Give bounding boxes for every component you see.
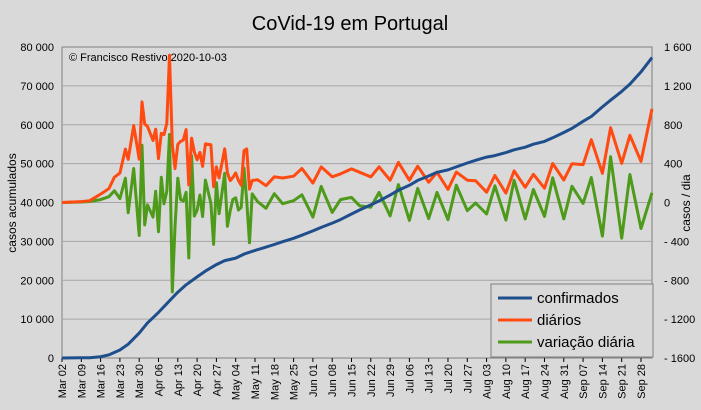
- x-tick-label: Jun 29: [385, 364, 397, 397]
- left-tick-label: 10 000: [20, 314, 54, 326]
- x-tick-label: Jun 08: [327, 364, 339, 397]
- right-tick-label: - 800: [664, 275, 689, 287]
- x-tick-label: Aug 10: [501, 364, 513, 399]
- right-axis-label: casos / dia: [679, 174, 693, 232]
- x-tick-label: Aug 17: [520, 364, 532, 399]
- left-tick-label: 60 000: [20, 120, 54, 132]
- x-tick-label: Apr 27: [211, 364, 223, 396]
- x-tick-label: Jul 13: [424, 364, 436, 393]
- left-tick-label: 30 000: [20, 236, 54, 248]
- left-axis-ticks: 0 10 000 20 000 30 000 40 000 50 000 60 000 70 …: [20, 42, 54, 365]
- series-line-di-rios: [61, 53, 654, 204]
- x-tick-label: Jun 22: [366, 364, 378, 397]
- x-tick-label: May 04: [231, 364, 243, 400]
- x-tick-label: Mar 30: [134, 364, 146, 398]
- left-tick-label: 20 000: [20, 275, 54, 287]
- right-tick-label: - 1200: [664, 314, 695, 326]
- left-axis-label: casos acumulados: [5, 153, 19, 252]
- x-tick-label: Mar 02: [57, 364, 69, 398]
- x-axis-ticks: Mar 02 Mar 09 Mar 16 Mar 23 Mar 30 Apr 06 Apr …: [57, 358, 648, 400]
- x-tick-label: May 18: [269, 364, 281, 400]
- x-tick-label: Aug 03: [482, 364, 494, 399]
- series-lines: [61, 53, 654, 360]
- right-tick-label: 0: [664, 198, 670, 210]
- legend: confirmados diários variação diária: [490, 283, 654, 358]
- x-tick-label: Aug 24: [539, 364, 551, 399]
- x-tick-label: Jun 15: [346, 364, 358, 397]
- right-tick-label: - 1600: [664, 353, 695, 365]
- x-tick-label: Jul 20: [443, 364, 455, 393]
- x-tick-label: Mar 09: [76, 364, 88, 398]
- x-tick-label: Jun 01: [308, 364, 320, 397]
- x-tick-label: May 25: [289, 364, 301, 400]
- x-tick-label: Jul 27: [462, 364, 474, 393]
- chart-title: CoVid-19 em Portugal: [252, 13, 448, 35]
- legend-label-variacao: variação diária: [537, 334, 635, 351]
- copyright-note: © Francisco Restivo 2020-10-03: [69, 52, 227, 64]
- right-tick-label: 1 600: [664, 42, 692, 54]
- x-tick-label: Sep 14: [597, 364, 609, 399]
- x-tick-label: Apr 06: [153, 364, 165, 396]
- right-tick-label: 400: [664, 159, 682, 171]
- left-tick-label: 70 000: [20, 81, 54, 93]
- series-line-confirmados: [61, 56, 654, 360]
- x-tick-label: Sep 28: [636, 364, 648, 399]
- left-tick-label: 40 000: [20, 198, 54, 210]
- right-tick-label: - 400: [664, 236, 689, 248]
- x-tick-label: Mar 16: [96, 364, 108, 398]
- x-tick-label: Apr 13: [173, 364, 185, 396]
- left-tick-label: 50 000: [20, 159, 54, 171]
- grid-lines: [62, 85, 652, 320]
- x-tick-label: Jul 06: [404, 364, 416, 393]
- x-tick-label: May 11: [250, 364, 262, 399]
- legend-label-diarios: diários: [537, 312, 581, 329]
- x-tick-label: Aug 31: [559, 364, 571, 399]
- left-tick-label: 0: [48, 353, 54, 365]
- right-tick-label: 1 200: [664, 81, 692, 93]
- right-tick-label: 800: [664, 120, 682, 132]
- x-tick-label: Sep 07: [578, 364, 590, 399]
- left-tick-label: 80 000: [20, 42, 54, 54]
- x-tick-label: Apr 20: [192, 364, 204, 396]
- x-tick-label: Sep 21: [617, 364, 629, 399]
- legend-label-confirmados: confirmados: [537, 290, 619, 307]
- x-tick-label: Mar 23: [115, 364, 127, 398]
